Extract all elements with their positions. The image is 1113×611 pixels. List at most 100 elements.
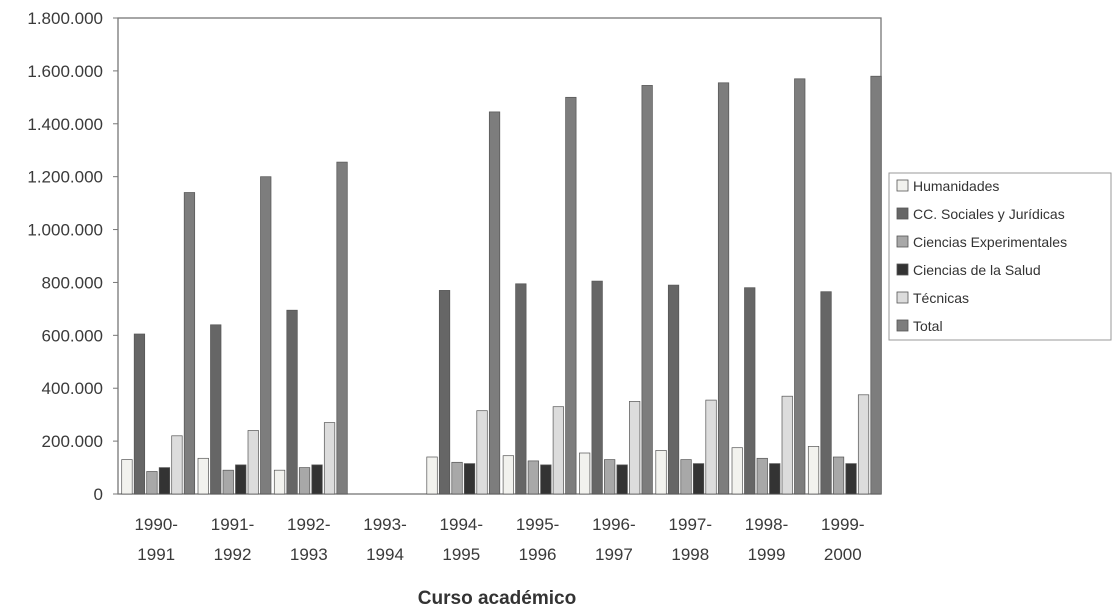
bar	[552, 406, 564, 495]
bar	[323, 422, 336, 495]
y-tick-label: 1.400.000	[27, 115, 103, 134]
bar	[604, 459, 616, 495]
bar	[794, 78, 806, 495]
x-tick-label: 1995	[442, 545, 480, 564]
bar	[146, 471, 158, 495]
bar	[717, 82, 730, 495]
x-tick-label: 1997	[595, 545, 633, 564]
bar	[171, 435, 183, 495]
x-tick-label: 1994-	[440, 515, 483, 534]
bar	[680, 459, 692, 495]
y-tick-label: 800.000	[42, 273, 103, 292]
legend-swatch	[896, 235, 909, 248]
x-tick-label: 1994	[366, 545, 404, 564]
x-tick-label: 1990-	[134, 515, 177, 534]
bar	[820, 291, 832, 495]
bar	[744, 287, 756, 495]
legend-label: Técnicas	[913, 290, 969, 306]
bar	[857, 394, 870, 495]
x-tick-label: 1999-	[821, 515, 864, 534]
bars	[121, 75, 882, 495]
bar	[616, 464, 628, 495]
y-tick-label: 1.200.000	[27, 168, 103, 187]
bar	[527, 460, 539, 495]
legend-label: Total	[913, 318, 943, 334]
bar	[260, 176, 272, 495]
y-tick-label: 0	[94, 485, 103, 504]
bar	[210, 324, 222, 495]
bar	[438, 290, 451, 495]
x-tick-label: 1992	[214, 545, 252, 564]
legend-swatch	[896, 263, 909, 276]
y-tick-label: 1.000.000	[27, 221, 103, 240]
y-tick-label: 200.000	[42, 432, 103, 451]
bar	[807, 446, 820, 495]
legend-label: Humanidades	[913, 178, 999, 194]
bar	[591, 280, 603, 495]
bar	[311, 464, 323, 495]
y-tick-label: 400.000	[42, 379, 103, 398]
bar	[336, 161, 348, 495]
y-tick-label: 600.000	[42, 326, 103, 345]
bar	[247, 430, 259, 495]
bar	[641, 85, 653, 495]
bar	[121, 459, 133, 495]
bar	[463, 463, 476, 495]
x-tick-label: 1993-	[363, 515, 406, 534]
x-tick-label: 1991-	[211, 515, 254, 534]
legend-label: Ciencias Experimentales	[913, 234, 1067, 250]
legend-box	[888, 172, 1112, 341]
bar	[502, 455, 514, 495]
bar	[235, 464, 247, 495]
x-tick-label: 1993	[290, 545, 328, 564]
bar	[655, 450, 667, 495]
bar	[540, 464, 552, 495]
legend-swatch	[896, 319, 909, 332]
legend-swatch	[896, 207, 909, 220]
bar	[781, 395, 793, 495]
bar	[692, 463, 705, 495]
x-axis-title: Curso académico	[418, 588, 576, 609]
bar	[133, 333, 146, 495]
legend-label: CC. Sociales y Jurídicas	[913, 206, 1065, 222]
legend-swatch	[896, 291, 909, 304]
legend-label: Ciencias de la Salud	[913, 262, 1041, 278]
bar	[488, 111, 501, 495]
x-tick-label: 1996	[519, 545, 557, 564]
x-tick-label: 1995-	[516, 515, 559, 534]
bar	[426, 456, 438, 495]
bar	[756, 457, 768, 495]
bar	[579, 452, 591, 495]
bar	[667, 284, 680, 495]
bar	[832, 456, 845, 495]
y-axis: 0 200.000 400.000 600.000 800.000 1.000.000 1.…	[27, 9, 118, 504]
x-tick-label: 1991	[137, 545, 175, 564]
x-tick-label: 1996-	[592, 515, 635, 534]
bar	[476, 410, 488, 495]
bar	[845, 463, 857, 495]
x-tick-label: 1997-	[669, 515, 712, 534]
x-tick-label: 1998	[671, 545, 709, 564]
legend: Humanidades CC. Sociales y Jurídicas Cienc…	[888, 172, 1112, 341]
bar	[298, 467, 311, 495]
bar	[731, 447, 743, 495]
x-axis: 1990- 1991 1991- 1992 1992- 1993 1993- 1994 1994…	[134, 515, 864, 564]
bar	[197, 457, 209, 495]
legend-swatch	[896, 179, 909, 192]
x-tick-label: 1999	[748, 545, 786, 564]
bar	[870, 75, 882, 495]
bar	[273, 469, 286, 495]
bar	[286, 309, 298, 495]
bar	[451, 461, 463, 495]
x-tick-label: 1992-	[287, 515, 330, 534]
bar	[565, 96, 577, 495]
bar	[769, 463, 781, 495]
y-tick-label: 1.800.000	[27, 9, 103, 28]
bar	[158, 467, 171, 495]
bar	[705, 399, 717, 495]
bar	[183, 192, 196, 495]
bar	[515, 283, 527, 495]
bar	[629, 401, 641, 495]
